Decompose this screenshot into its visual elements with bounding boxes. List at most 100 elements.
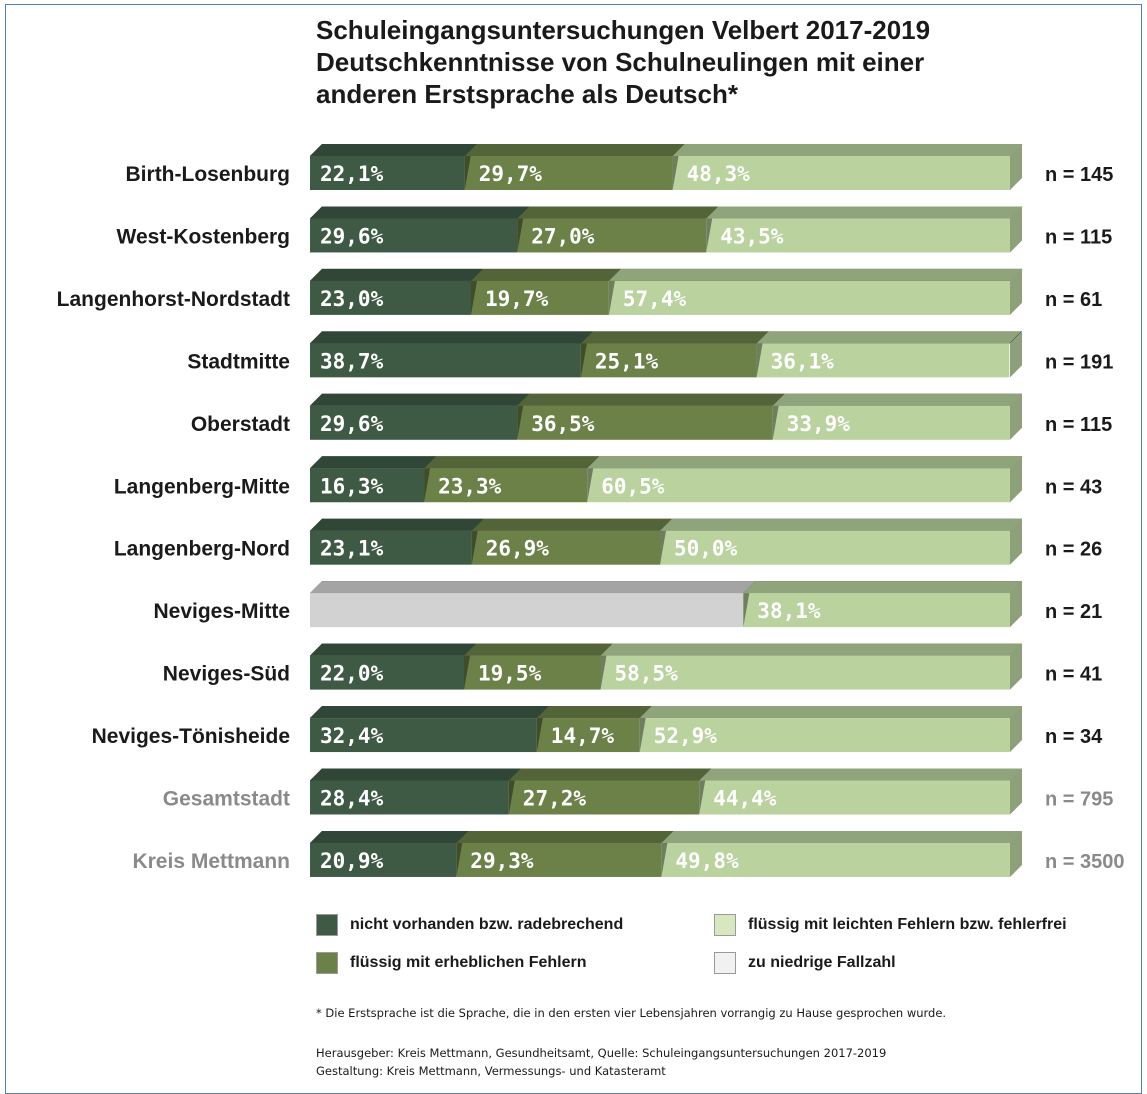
bar-segment-2 (699, 780, 1010, 815)
category-label: West-Kostenberg (117, 225, 290, 248)
value-label: 38,7% (320, 349, 384, 373)
bar-segment-0 (310, 530, 472, 565)
bar-side-face (1010, 643, 1022, 690)
value-label: 29,3% (470, 849, 534, 873)
bar-segment-1-top (517, 206, 719, 219)
bar-segment-0-top (310, 830, 469, 843)
bar-segment-2 (743, 593, 1010, 628)
segment-divider (660, 530, 666, 565)
value-label: 58,5% (615, 662, 679, 686)
bar-segment-2-top (608, 268, 1023, 281)
n-label: n = 115 (1045, 226, 1112, 248)
chart-title: Schuleingangsuntersuchungen Velbert 2017… (316, 14, 1136, 110)
value-label: 57,4% (623, 287, 687, 311)
value-label: 20,9% (320, 849, 384, 873)
value-label: 44,4% (713, 787, 777, 811)
bar-segment-2 (600, 655, 1010, 690)
bar-segment-0 (310, 780, 509, 815)
n-label: n = 115 (1045, 414, 1112, 436)
value-label: 60,5% (601, 474, 665, 498)
bar-segment-0 (310, 718, 537, 753)
n-label: n = 34 (1045, 726, 1103, 748)
category-label: Stadtmitte (187, 350, 290, 373)
value-label: 29,6% (320, 224, 384, 248)
title-line-2: Deutschkenntnisse von Schulneulingen mit… (316, 47, 925, 77)
bar-segment-0 (310, 218, 518, 253)
legend-swatch-low-count (714, 952, 736, 974)
value-label: 29,7% (479, 162, 543, 186)
n-label: n = 41 (1045, 664, 1102, 686)
bar-segment-2-top (661, 830, 1022, 843)
legend: nicht vorhanden bzw. radebrechend flüssi… (316, 911, 1146, 981)
bar-segment-0 (310, 405, 518, 440)
legend-label-fluent-minor: flüssig mit leichten Fehlern bzw. fehler… (748, 916, 1067, 933)
bar-segment-2-top (660, 518, 1022, 531)
bar-side-face (1010, 768, 1022, 815)
bar-segment-1-top (456, 830, 674, 843)
segment-divider (517, 218, 524, 253)
bar-segment-1-top (580, 331, 769, 344)
bar-segment-0 (310, 156, 465, 190)
bar-segment-1 (456, 842, 662, 877)
bar-segment-2 (639, 718, 1010, 753)
bar-segment-2-top (672, 144, 1023, 156)
bar-side-face (1010, 268, 1022, 315)
bar-segment-0-top (310, 206, 530, 219)
bar-segment-1 (424, 468, 588, 503)
legend-swatch-fluent-major (316, 952, 338, 974)
legend-item-fluent-minor: flüssig mit leichten Fehlern bzw. fehler… (714, 913, 1067, 937)
category-label: Langenberg-Nord (114, 538, 290, 561)
bar-segment-1 (471, 530, 660, 565)
bar-segment-low-count (310, 593, 744, 628)
value-label: 27,0% (531, 224, 595, 248)
bar-segment-2 (756, 343, 1010, 378)
n-label: n = 145 (1045, 164, 1113, 186)
bar-segment-1 (517, 405, 773, 440)
bar-segment-0-top (310, 268, 483, 281)
bar-segment-2-top (600, 643, 1022, 656)
credits-line-2: Gestaltung: Kreis Mettmann, Vermessungs-… (316, 1064, 666, 1078)
bar-segment-2 (587, 468, 1011, 503)
bar-segment-1 (464, 655, 601, 690)
bar-side-face (1010, 456, 1022, 503)
bar-segment-0 (310, 842, 457, 877)
value-label: 27,2% (523, 787, 587, 811)
bar-segment-2 (660, 530, 1010, 565)
value-label: 23,0% (320, 287, 384, 311)
bar-side-face (1010, 518, 1022, 565)
value-label: 22,1% (320, 162, 384, 186)
segment-divider (743, 593, 750, 628)
bar-segment-1-top (424, 456, 600, 469)
bar-segment-1 (471, 280, 609, 315)
bar-segment-2-top (756, 331, 1022, 344)
value-label: 23,1% (320, 537, 384, 561)
legend-item-low-count: zu niedrige Fallzahl (714, 951, 896, 975)
bar-segment-1-top (536, 706, 652, 719)
legend-label-low-count: zu niedrige Fallzahl (748, 954, 896, 971)
value-label: 25,1% (595, 349, 659, 373)
value-label: 28,4% (320, 787, 384, 811)
value-label: 32,4% (320, 724, 384, 748)
bar-side-face (1010, 581, 1022, 628)
bar-segment-1-top (464, 144, 685, 156)
category-label: Oberstadt (191, 413, 290, 436)
bar-segment-low-count-top (310, 581, 756, 594)
bar-side-face (1010, 206, 1022, 253)
segment-divider (464, 655, 470, 690)
bar-segment-0 (310, 343, 581, 378)
category-label: Langenhorst-Nordstadt (57, 288, 290, 311)
bar-segment-2 (672, 156, 1011, 190)
title-line-1: Schuleingangsuntersuchungen Velbert 2017… (316, 15, 931, 45)
stacked-bar-chart: Birth-Losenburg 22,1% 29,7% 48,3% n = 145 Wes… (57, 144, 1125, 877)
segment-divider (772, 405, 779, 440)
bar-segment-0-top (310, 393, 530, 406)
bar-segment-2-top (743, 581, 1022, 594)
category-label: Neviges-Mitte (153, 600, 290, 623)
value-label: 48,3% (687, 162, 751, 186)
value-label: 14,7% (551, 724, 615, 748)
n-label: n = 26 (1045, 539, 1102, 561)
value-label: 29,6% (320, 412, 384, 436)
segment-divider (706, 218, 713, 253)
segment-divider (672, 156, 679, 190)
value-label: 22,0% (320, 662, 384, 686)
